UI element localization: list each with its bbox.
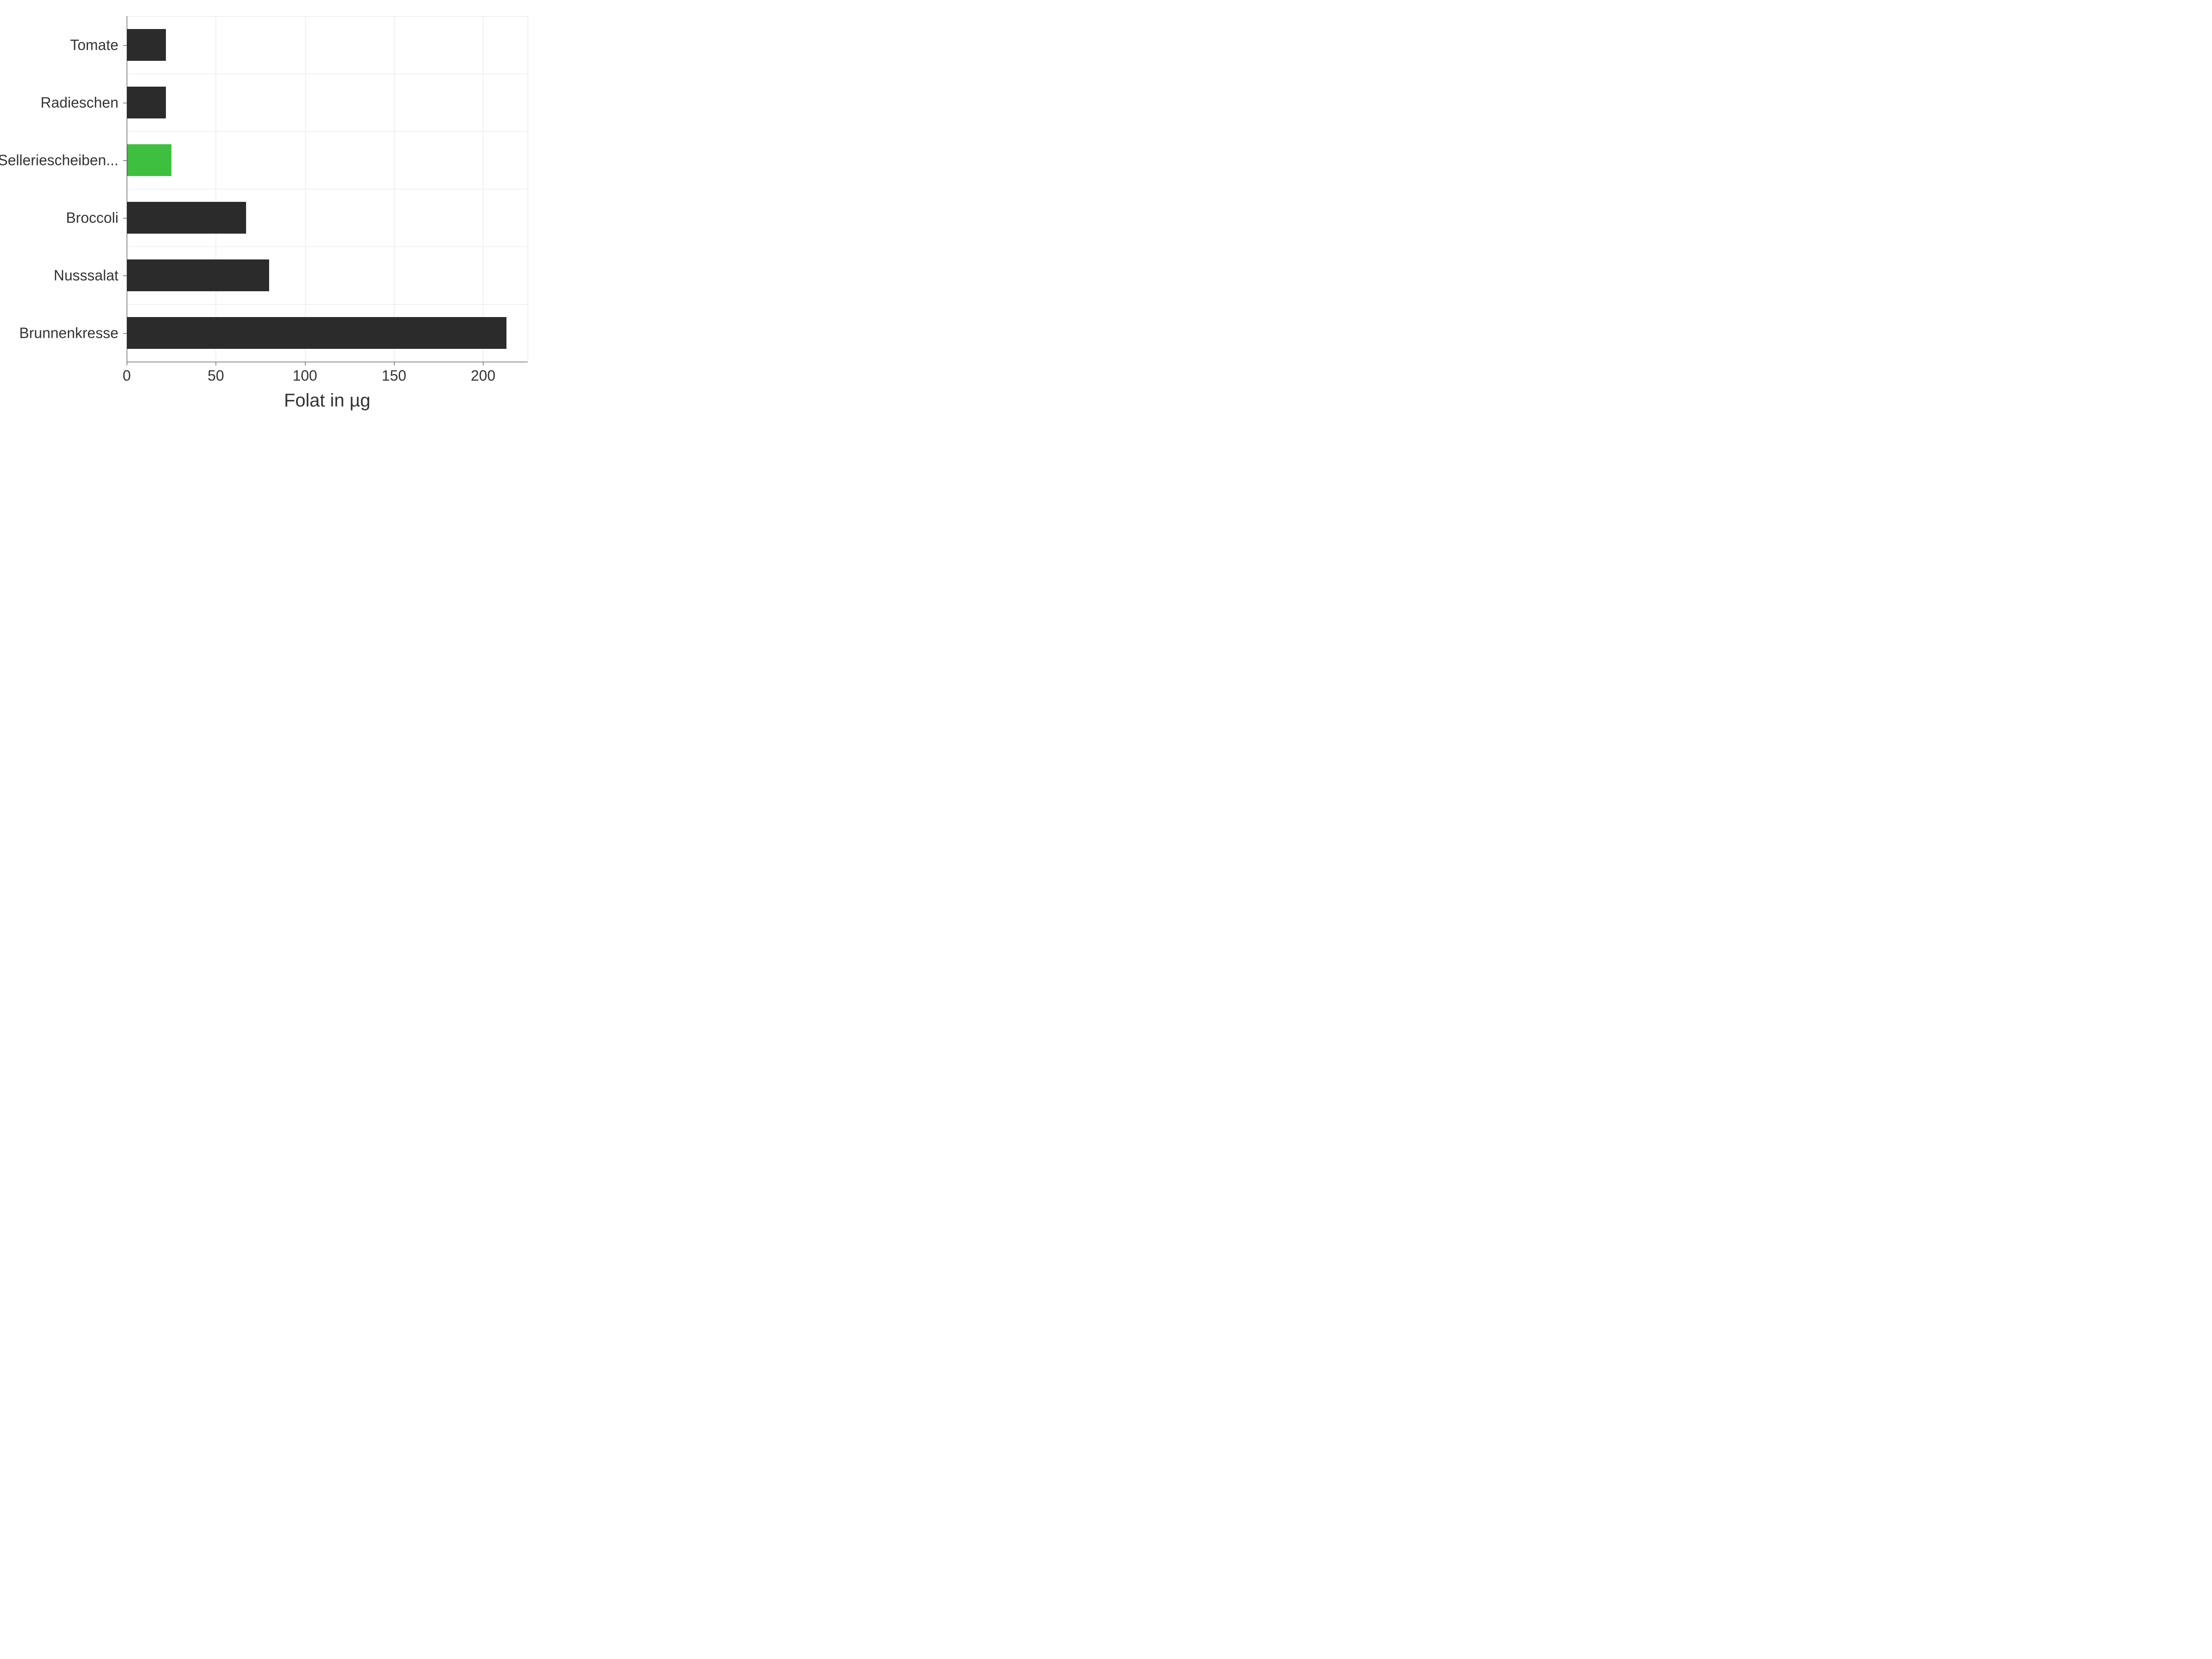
y-tick — [123, 333, 127, 334]
y-category-label: Selleriescheiben... — [0, 152, 127, 169]
y-tick — [123, 160, 127, 161]
x-tick-label: 150 — [382, 362, 406, 384]
y-gridline — [127, 131, 528, 132]
x-axis-title: Folat in µg — [284, 390, 371, 411]
x-tick-label: 200 — [471, 362, 495, 384]
bar — [127, 202, 246, 234]
y-category-label: Broccoli — [66, 209, 127, 226]
folate-bar-chart: 0 50 100 150 200 Tomate Radieschen Selleriesche… — [0, 0, 553, 415]
x-tick-label: 0 — [123, 362, 131, 384]
y-category-label: Radieschen — [41, 94, 127, 111]
y-gridline — [127, 304, 528, 305]
plot-area: 050100150200TomateRadieschenSelleriesche… — [127, 16, 528, 362]
y-category-label: Nusssalat — [54, 267, 127, 284]
bar — [127, 144, 171, 176]
bar — [127, 87, 166, 118]
x-tick-label: 100 — [293, 362, 317, 384]
y-category-label: Tomate — [70, 36, 127, 53]
y-gridline — [127, 16, 528, 17]
bar — [127, 259, 269, 291]
bar — [127, 317, 506, 349]
bar — [127, 29, 166, 61]
x-tick-label: 50 — [208, 362, 224, 384]
y-category-label: Brunnenkresse — [19, 324, 127, 341]
y-tick — [123, 45, 127, 46]
